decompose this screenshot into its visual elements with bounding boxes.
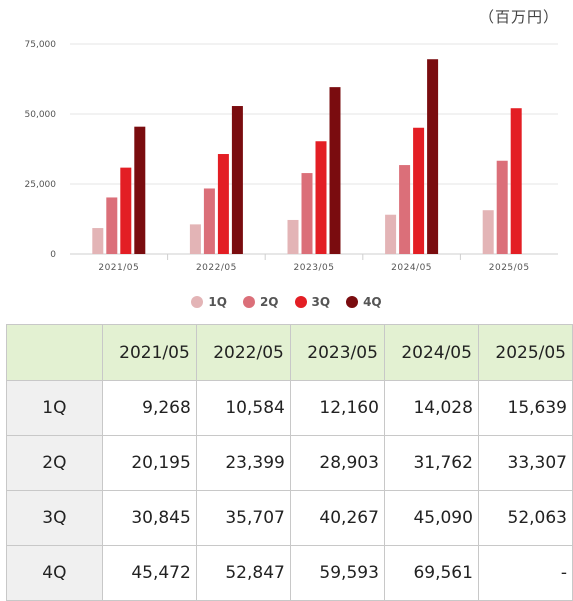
y-axis-ticks: 0 25,000 50,000 75,000 <box>25 40 57 260</box>
legend-swatch-3q <box>294 296 307 308</box>
x-tick-label: 2023/05 <box>294 263 335 273</box>
table-cell: 28,903 <box>289 435 385 491</box>
table-header-cell: 2024/05 <box>383 324 479 381</box>
table-cell: 23,399 <box>195 435 291 491</box>
x-tick-label: 2021/05 <box>98 263 139 273</box>
x-tick-label: 2024/05 <box>391 263 432 273</box>
legend-item-1q[interactable]: 1Q <box>191 295 227 309</box>
bar-2q-2022-05[interactable] <box>203 188 215 254</box>
unit-label: （百万円） <box>478 8 559 26</box>
table-cell: 10,584 <box>195 380 291 436</box>
bar-1q-2024-05[interactable] <box>385 214 397 254</box>
row-label: 1Q <box>6 380 103 436</box>
bars <box>92 59 522 254</box>
row-label: 3Q <box>6 490 103 546</box>
legend-item-3q[interactable]: 3Q <box>294 295 331 309</box>
legend-label-3q: 3Q <box>311 295 331 309</box>
table-row: 2Q 20,195 23,399 28,903 31,762 33,307 <box>6 435 573 491</box>
table-cell: 20,195 <box>101 435 197 491</box>
bar-4q-2024-05[interactable] <box>427 59 439 254</box>
row-label: 2Q <box>6 435 103 491</box>
legend-label-4q: 4Q <box>363 295 382 309</box>
bar-2q-2025-05[interactable] <box>496 160 508 254</box>
legend-item-2q[interactable]: 2Q <box>242 295 279 309</box>
bar-4q-2023-05[interactable] <box>329 87 341 254</box>
table-cell: 45,090 <box>383 490 479 546</box>
table-header-cell: 2023/05 <box>289 324 385 381</box>
table-cell: 59,593 <box>289 545 385 601</box>
bar-3q-2025-05[interactable] <box>510 108 522 254</box>
bar-3q-2022-05[interactable] <box>217 154 229 254</box>
table-cell: 15,639 <box>477 380 573 436</box>
table-cell: 69,561 <box>383 545 479 601</box>
row-label: 4Q <box>6 545 103 601</box>
legend-label-2q: 2Q <box>259 295 279 309</box>
bar-1q-2022-05[interactable] <box>189 224 201 254</box>
bar-3q-2023-05[interactable] <box>315 141 327 254</box>
table-corner-cell <box>6 324 103 381</box>
table-cell: 40,267 <box>289 490 385 546</box>
bar-1q-2021-05[interactable] <box>92 228 104 254</box>
table-cell: 30,845 <box>101 490 197 546</box>
table-cell: - <box>477 545 573 601</box>
bar-2q-2024-05[interactable] <box>399 165 411 254</box>
y-tick-label: 75,000 <box>25 40 57 50</box>
y-tick-label: 50,000 <box>25 110 57 120</box>
table-cell: 33,307 <box>477 435 573 491</box>
table-cell: 45,472 <box>101 545 197 601</box>
table-header-cell: 2021/05 <box>101 324 197 381</box>
table-cell: 9,268 <box>101 380 197 436</box>
table-cell: 52,847 <box>195 545 291 601</box>
bar-chart: 0 25,000 50,000 75,000 2021/05 2022/05 2023/0… <box>25 40 558 273</box>
x-axis-ticks: 2021/05 2022/05 2023/05 2024/05 2025/05 <box>98 254 529 273</box>
bar-2q-2023-05[interactable] <box>301 173 313 254</box>
legend-swatch-2q <box>242 296 255 308</box>
data-table: 2021/05 2022/05 2023/05 2024/05 2025/05 … <box>6 324 573 601</box>
bar-3q-2021-05[interactable] <box>120 167 132 254</box>
legend-item-4q[interactable]: 4Q <box>346 295 382 309</box>
bar-2q-2021-05[interactable] <box>106 197 118 254</box>
table-row: 3Q 30,845 35,707 40,267 45,090 52,063 <box>6 490 573 546</box>
table-row: 1Q 9,268 10,584 12,160 14,028 15,639 <box>6 380 573 436</box>
bar-1q-2023-05[interactable] <box>287 219 299 254</box>
legend-swatch-1q <box>191 296 204 308</box>
bar-4q-2021-05[interactable] <box>134 126 146 254</box>
gridlines <box>70 43 558 255</box>
table-cell: 52,063 <box>477 490 573 546</box>
legend-swatch-4q <box>346 296 359 308</box>
legend-label-1q: 1Q <box>208 295 227 309</box>
x-tick-label: 2022/05 <box>196 263 237 273</box>
table-cell: 14,028 <box>383 380 479 436</box>
bar-3q-2024-05[interactable] <box>413 127 425 254</box>
table-cell: 35,707 <box>195 490 291 546</box>
table-header-cell: 2025/05 <box>477 324 573 381</box>
table-header-cell: 2022/05 <box>195 324 291 381</box>
table-cell: 12,160 <box>289 380 385 436</box>
chart-legend: 1Q 2Q 3Q 4Q <box>0 295 573 309</box>
x-tick-label: 2025/05 <box>489 263 530 273</box>
y-tick-label: 25,000 <box>25 180 57 190</box>
table-row: 4Q 45,472 52,847 59,593 69,561 - <box>6 545 573 601</box>
y-tick-label: 0 <box>50 250 56 260</box>
table-cell: 31,762 <box>383 435 479 491</box>
bar-1q-2025-05[interactable] <box>482 210 494 254</box>
bar-4q-2022-05[interactable] <box>231 106 243 254</box>
table-header-row: 2021/05 2022/05 2023/05 2024/05 2025/05 <box>6 324 573 381</box>
